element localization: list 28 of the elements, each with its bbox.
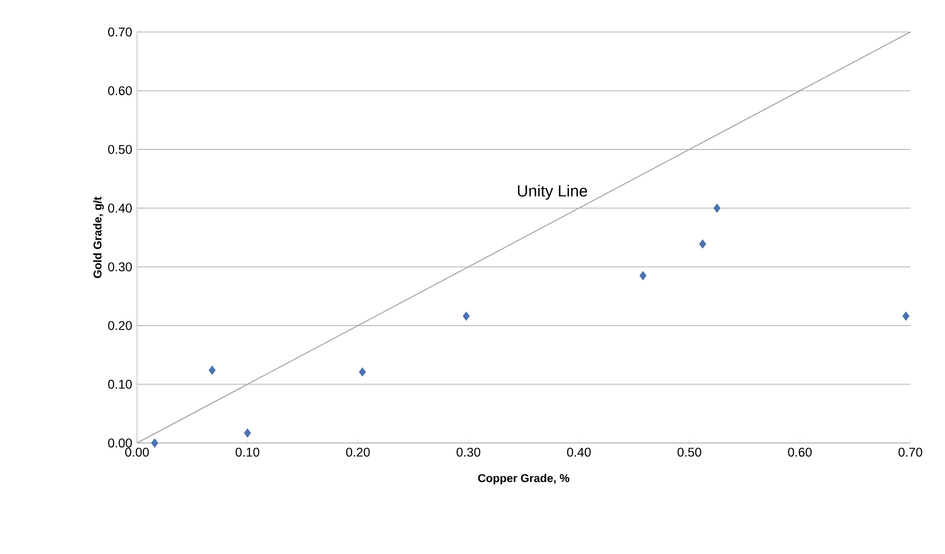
x-tick-label: 0.30 [456,448,480,457]
x-tick-label: 0.20 [346,448,370,457]
y-tick-label: 0.20 [108,321,132,330]
x-tick-label: 0.40 [567,448,591,457]
y-tick-label: 0.30 [108,262,132,272]
y-tick-label: 0.40 [108,204,132,213]
x-tick-label: 0.50 [678,448,702,457]
point [699,239,706,248]
x-tick-label: 0.70 [898,448,922,457]
point [208,366,216,375]
point [358,367,366,376]
point [151,438,158,448]
x-tick-label: 0.60 [788,448,812,457]
x-axis-title: Copper Grade, % [478,474,570,484]
annotation: Unity Line [518,184,588,200]
point [902,312,910,321]
point [640,271,646,280]
y-axis-title: Gold Grade, g/t [93,196,104,278]
point [714,204,720,213]
y-tick-label: 0.60 [108,86,132,96]
point [244,428,251,438]
y-tick-label: 0.00 [108,438,132,448]
y-tick-label: 0.10 [108,380,132,389]
x-tick-label: 0.10 [236,448,260,457]
point [462,312,470,321]
x-tick-label: 0.00 [125,448,149,457]
y-tick-label: 0.70 [108,28,132,36]
y-tick-label: 0.50 [108,144,132,154]
